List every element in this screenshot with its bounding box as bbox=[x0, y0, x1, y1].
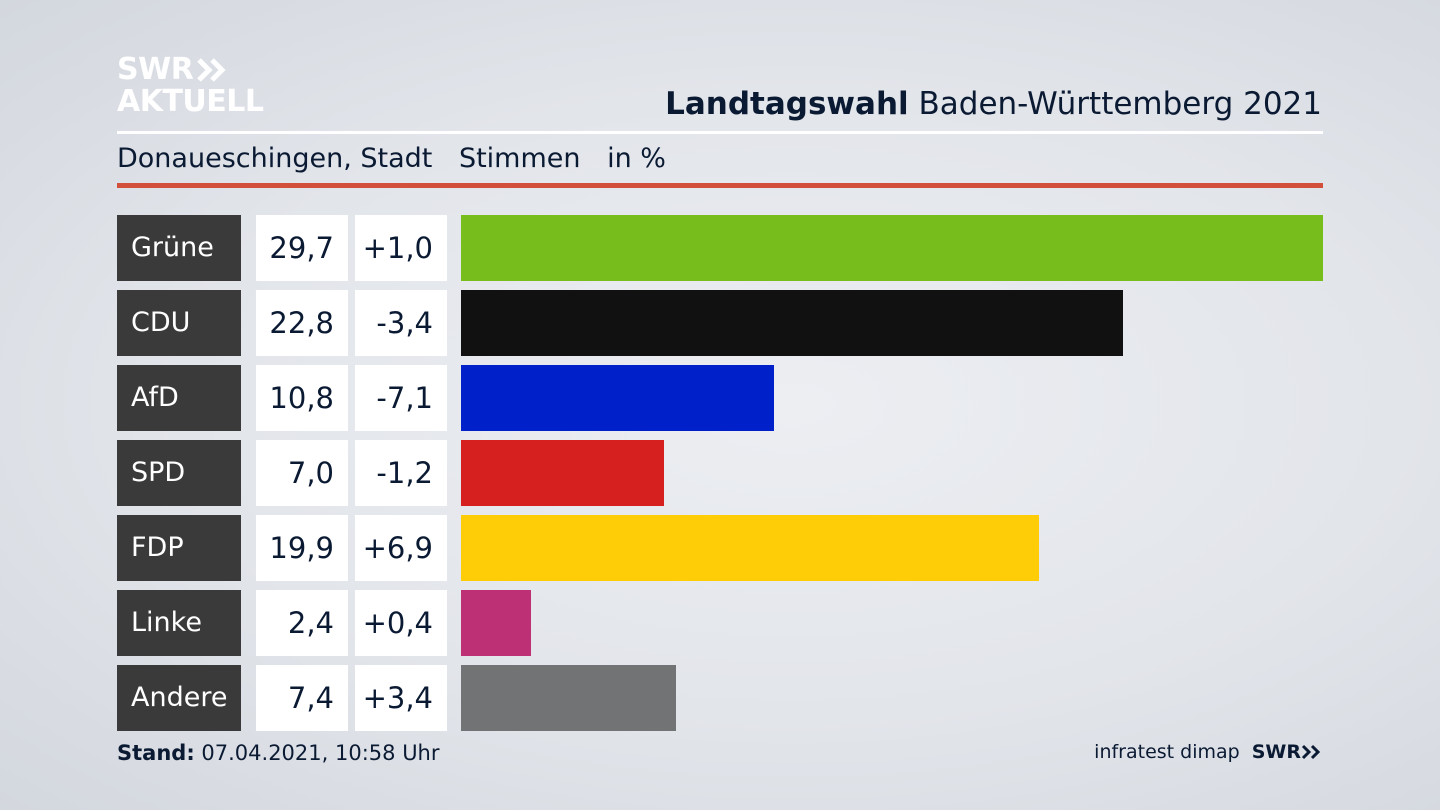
vote-share-label: 7,4 bbox=[256, 665, 348, 731]
source-credit: infratest dimap SWR bbox=[1094, 741, 1323, 763]
bar bbox=[461, 590, 531, 656]
swr-brand: SWR bbox=[1252, 741, 1323, 763]
subtitle-unit: in % bbox=[607, 143, 666, 174]
chart-subtitle: Donaueschingen, Stadt Stimmen in % bbox=[117, 143, 684, 174]
chart-row: SPD 7,0 -1,2 bbox=[117, 440, 1323, 506]
bar bbox=[461, 515, 1039, 581]
page-title: Landtagswahl Baden-Württemberg 2021 bbox=[665, 86, 1322, 122]
party-label: AfD bbox=[117, 365, 241, 431]
chart-row: AfD 10,8 -7,1 bbox=[117, 365, 1323, 431]
stand-value: 07.04.2021, 10:58 Uhr bbox=[201, 741, 440, 765]
vote-share-label: 2,4 bbox=[256, 590, 348, 656]
change-label: -3,4 bbox=[355, 290, 447, 356]
logo-swr-text: SWR bbox=[117, 52, 194, 87]
chart-row: Linke 2,4 +0,4 bbox=[117, 590, 1323, 656]
stand-label: Stand: bbox=[117, 741, 195, 765]
bar bbox=[461, 365, 774, 431]
change-label: -1,2 bbox=[355, 440, 447, 506]
party-label: FDP bbox=[117, 515, 241, 581]
double-chevron-small-icon bbox=[1301, 744, 1321, 760]
party-label: Grüne bbox=[117, 215, 241, 281]
bar bbox=[461, 290, 1123, 356]
title-rest: Baden-Württemberg 2021 bbox=[918, 86, 1322, 122]
vote-share-label: 7,0 bbox=[256, 440, 348, 506]
accent-divider bbox=[117, 183, 1323, 188]
title-bold: Landtagswahl bbox=[665, 86, 909, 122]
subtitle-place: Donaueschingen, Stadt bbox=[117, 143, 433, 174]
change-label: -7,1 bbox=[355, 365, 447, 431]
double-chevron-icon bbox=[197, 58, 226, 82]
party-label: SPD bbox=[117, 440, 241, 506]
title-divider bbox=[117, 131, 1323, 134]
swr-brand-text: SWR bbox=[1251, 741, 1301, 763]
bar bbox=[461, 215, 1323, 281]
vote-share-label: 22,8 bbox=[256, 290, 348, 356]
party-label: CDU bbox=[117, 290, 241, 356]
chart-row: Grüne 29,7 +1,0 bbox=[117, 215, 1323, 281]
vote-share-label: 19,9 bbox=[256, 515, 348, 581]
chart-row: Andere 7,4 +3,4 bbox=[117, 665, 1323, 731]
swr-aktuell-logo: SWR AKTUELL bbox=[117, 54, 264, 118]
subtitle-metric: Stimmen bbox=[458, 143, 581, 174]
chart-row: CDU 22,8 -3,4 bbox=[117, 290, 1323, 356]
vote-share-label: 10,8 bbox=[256, 365, 348, 431]
bar bbox=[461, 665, 676, 731]
party-label: Andere bbox=[117, 665, 241, 731]
party-label: Linke bbox=[117, 590, 241, 656]
timestamp: Stand: 07.04.2021, 10:58 Uhr bbox=[117, 741, 440, 765]
chart-row: FDP 19,9 +6,9 bbox=[117, 515, 1323, 581]
vote-share-label: 29,7 bbox=[256, 215, 348, 281]
logo-aktuell-text: AKTUELL bbox=[117, 84, 264, 119]
change-label: +3,4 bbox=[355, 665, 447, 731]
change-label: +0,4 bbox=[355, 590, 447, 656]
change-label: +6,9 bbox=[355, 515, 447, 581]
source-text: infratest dimap bbox=[1094, 741, 1240, 763]
bar bbox=[461, 440, 664, 506]
change-label: +1,0 bbox=[355, 215, 447, 281]
